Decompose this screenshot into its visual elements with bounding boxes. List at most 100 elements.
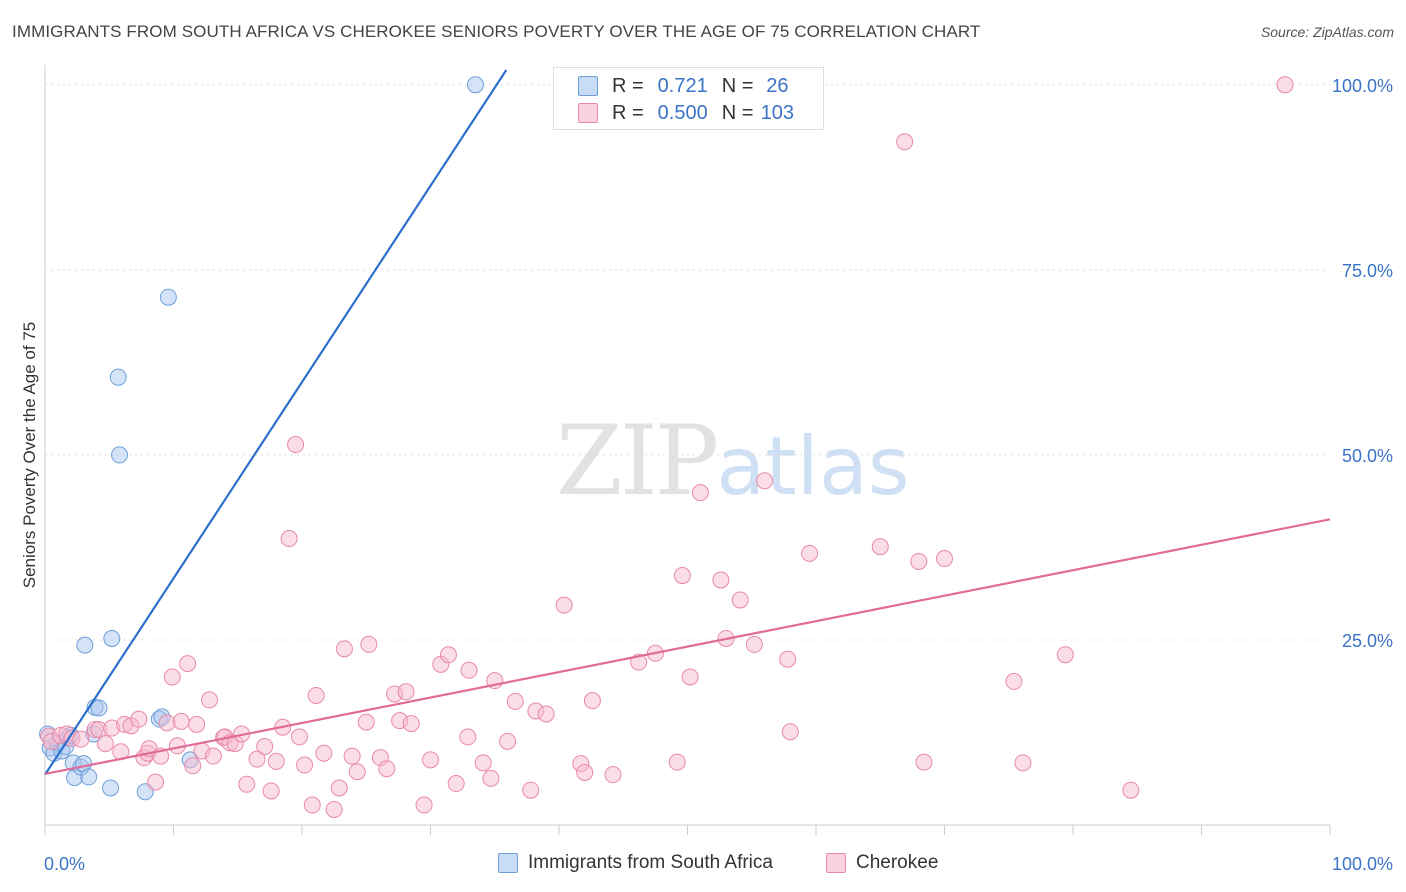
cherokee-point	[499, 732, 517, 750]
cherokee-point	[936, 550, 953, 568]
legend-r-label: R =	[612, 101, 644, 124]
cherokee-point	[576, 763, 594, 781]
cherokee-point	[280, 530, 298, 548]
bottom-legend-swatch-south-africa	[498, 853, 518, 873]
legend-r-label: R =	[612, 74, 644, 97]
cherokee-point	[360, 635, 378, 653]
south-africa-trend-line	[44, 69, 508, 776]
south-africa-point	[80, 768, 98, 786]
legend-n-value: 103	[760, 101, 795, 124]
cherokee-point	[474, 754, 492, 772]
south-africa-point	[111, 446, 129, 464]
bottom-legend-cherokee: Cherokee	[826, 852, 938, 874]
cherokee-point	[256, 738, 274, 756]
bottom-legend-swatch-cherokee	[826, 853, 846, 873]
cherokee-point	[1056, 646, 1074, 664]
cherokee-point	[779, 650, 797, 668]
cherokee-point	[307, 686, 325, 704]
cherokee-point	[896, 133, 914, 151]
data-points	[39, 76, 1294, 818]
cherokee-point	[506, 692, 524, 710]
cherokee-point	[871, 538, 889, 556]
y-tick-label: 75.0%	[1342, 261, 1393, 281]
cherokee-trend-line	[44, 518, 1331, 776]
cherokee-point	[315, 744, 333, 762]
south-africa-point	[103, 629, 121, 647]
watermark-zip: ZIP	[556, 405, 719, 517]
cherokee-point	[248, 750, 266, 768]
cherokee-point	[915, 753, 933, 771]
legend-r-value: 0.721	[657, 74, 708, 97]
bottom-legend-label: Cherokee	[856, 852, 939, 873]
x-tick-label: 0.0%	[44, 854, 85, 874]
cherokee-point	[555, 596, 573, 614]
cherokee-point	[343, 747, 361, 765]
cherokee-point	[267, 752, 285, 770]
cherokee-point	[537, 705, 555, 723]
cherokee-point	[179, 655, 197, 673]
cherokee-point	[422, 751, 439, 769]
y-tick-label: 100.0%	[1332, 76, 1393, 96]
cherokee-point	[357, 713, 375, 731]
legend-row-cherokee: R = 0.500 N = 103	[578, 100, 801, 126]
cherokee-point	[290, 728, 308, 746]
tick-labels: 25.0% 50.0% 75.0% 100.0% 0.0% 100.0%	[44, 76, 1393, 874]
legend-r-value: 0.500	[657, 101, 708, 124]
cherokee-point	[745, 635, 763, 653]
axes	[44, 65, 1331, 835]
stats-legend: R = 0.721 N = 26 R = 0.500 N = 103	[553, 67, 824, 130]
source-label: Source: ZipAtlas.com	[1260, 24, 1394, 40]
cherokee-point	[158, 714, 176, 732]
cherokee-point	[172, 712, 190, 730]
cherokee-point	[460, 661, 478, 679]
south-africa-point	[90, 699, 108, 717]
watermark-atlas: atlas	[716, 420, 910, 513]
legend-n-value: 26	[766, 74, 789, 97]
cherokee-point	[163, 668, 181, 686]
cherokee-point	[781, 723, 799, 741]
x-tick-label: 100.0%	[1332, 854, 1393, 874]
legend-swatch-south-africa	[578, 76, 598, 96]
cherokee-point	[348, 763, 366, 781]
cherokee-point	[604, 766, 622, 784]
cherokee-point	[910, 552, 928, 570]
south-africa-point	[102, 779, 120, 797]
chart-title: IMMIGRANTS FROM SOUTH AFRICA VS CHEROKEE…	[12, 22, 981, 41]
south-africa-point	[76, 636, 94, 654]
cherokee-point	[96, 735, 114, 753]
cherokee-point	[303, 796, 321, 814]
cherokee-point	[296, 756, 314, 774]
cherokee-point	[330, 779, 348, 797]
cherokee-point	[188, 715, 206, 733]
cherokee-point	[482, 769, 500, 787]
y-tick-label: 25.0%	[1342, 631, 1393, 651]
cherokee-point	[262, 782, 280, 800]
legend-n-label: N =	[721, 101, 754, 124]
cherokee-point	[200, 691, 218, 709]
cherokee-point	[1276, 76, 1294, 94]
cherokee-point	[668, 753, 686, 771]
watermark: ZIPatlas	[556, 405, 910, 517]
cherokee-point	[522, 781, 540, 799]
cherokee-point	[447, 775, 465, 793]
trend-lines	[44, 69, 1331, 776]
cherokee-point	[681, 668, 699, 686]
cherokee-point	[583, 692, 601, 710]
cherokee-point	[325, 800, 343, 818]
y-axis-title: Seniors Poverty Over the Age of 75	[20, 321, 39, 589]
cherokee-point	[712, 571, 730, 589]
cherokee-point	[184, 757, 202, 775]
cherokee-point	[459, 728, 477, 746]
cherokee-point	[402, 715, 420, 733]
cherokee-point	[1014, 754, 1032, 772]
cherokee-point	[415, 796, 433, 814]
cherokee-point	[731, 591, 749, 609]
south-africa-point	[109, 368, 127, 386]
cherokee-point	[691, 484, 709, 502]
cherokee-point	[801, 544, 819, 562]
cherokee-point	[238, 775, 256, 793]
cherokee-point	[147, 773, 165, 791]
cherokee-point	[130, 710, 148, 728]
bottom-legend-south-africa: Immigrants from South Africa	[498, 852, 773, 874]
